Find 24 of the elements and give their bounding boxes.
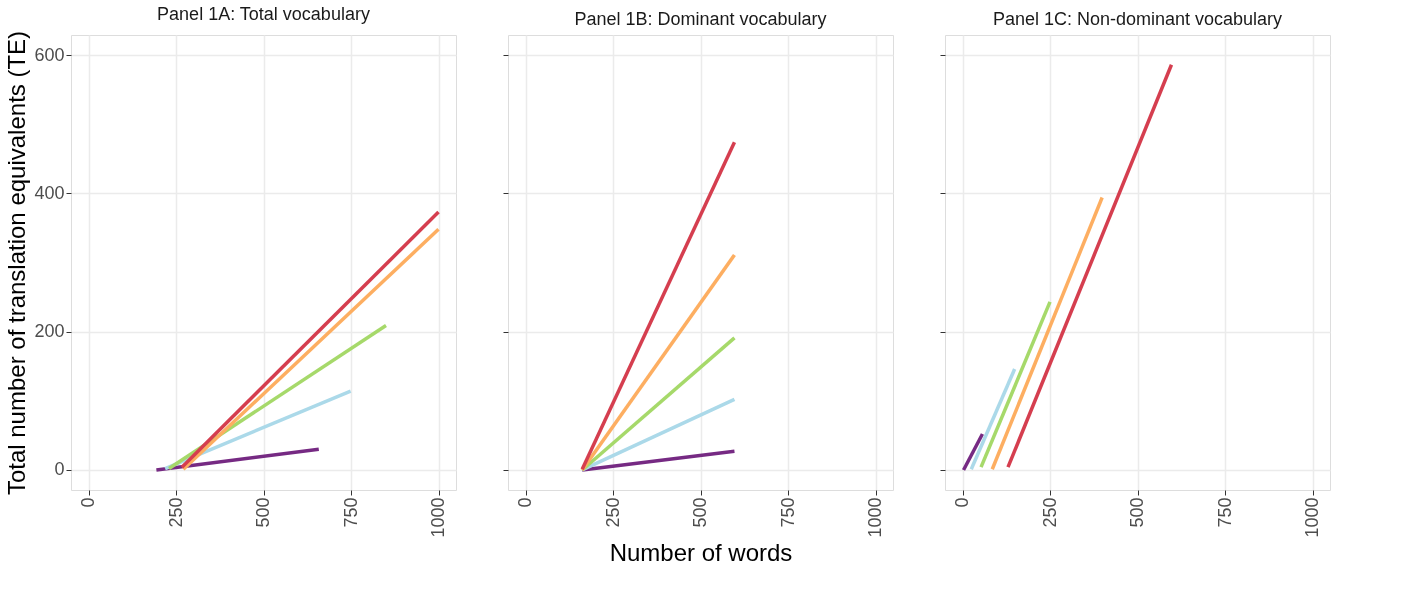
x-tick-label: 0 — [952, 497, 972, 508]
x-tick-label: 750 — [777, 497, 798, 528]
x-tick-label: 250 — [1039, 497, 1060, 528]
x-tick-label: 0 — [515, 497, 535, 508]
y-axis-title: Total number of translation equivalents (TE) — [3, 30, 31, 496]
chart-title: Panel 1C: Non-dominant vocabulary — [992, 9, 1283, 29]
x-tick-label: 1000 — [865, 497, 885, 538]
x-tick-label: 0 — [78, 497, 98, 508]
x-tick-label: 250 — [165, 497, 186, 528]
y-tick-label: 400 — [34, 182, 65, 203]
x-tick-label: 500 — [690, 497, 710, 528]
x-tick-label: 250 — [602, 497, 623, 528]
chart-title: Panel 1A: Total vocabulary — [157, 4, 370, 25]
y-tick-label: 0 — [54, 459, 65, 480]
x-tick-label: 500 — [253, 497, 273, 528]
x-tick-label: 1000 — [428, 497, 448, 538]
y-tick-label: 200 — [34, 321, 65, 342]
x-tick-label: 750 — [340, 497, 361, 528]
chart-title: Panel 1B: Dominant vocabulary — [574, 9, 827, 29]
x-axis-title: Number of words — [609, 538, 793, 566]
x-tick-label: 1000 — [1302, 497, 1322, 538]
x-tick-label: 500 — [1127, 497, 1147, 528]
x-tick-label: 750 — [1214, 497, 1235, 528]
y-tick-label: 600 — [34, 44, 65, 65]
